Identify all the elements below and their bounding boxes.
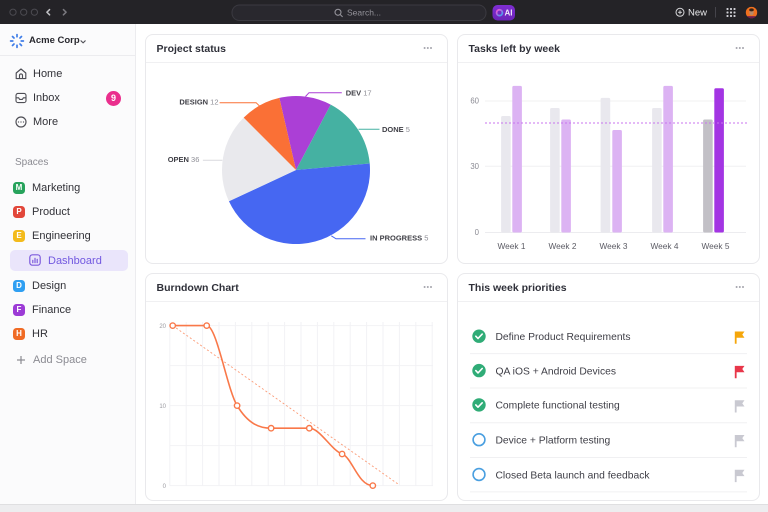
svg-text:DEV 17: DEV 17 <box>346 89 372 98</box>
svg-text:QA iOS + Android Devices: QA iOS + Android Devices <box>496 366 616 377</box>
svg-text:AI: AI <box>505 9 513 18</box>
svg-text:OPEN 36: OPEN 36 <box>168 155 200 164</box>
svg-text:DONE 5: DONE 5 <box>382 125 410 134</box>
svg-text:Week 5: Week 5 <box>702 241 730 251</box>
svg-text:Search...: Search... <box>347 8 381 18</box>
svg-text:Week 2: Week 2 <box>549 241 577 251</box>
svg-text:60: 60 <box>470 97 479 106</box>
svg-text:Device + Platform testing: Device + Platform testing <box>496 436 611 447</box>
svg-text:Define Product Requirements: Define Product Requirements <box>496 332 631 343</box>
svg-text:0: 0 <box>163 484 167 490</box>
svg-text:10: 10 <box>159 404 166 410</box>
svg-text:New: New <box>688 8 707 19</box>
svg-text:0: 0 <box>475 228 480 237</box>
svg-text:20: 20 <box>159 324 166 330</box>
svg-text:DESIGN 12: DESIGN 12 <box>179 98 218 107</box>
svg-text:Week 3: Week 3 <box>600 241 628 251</box>
svg-text:Week 1: Week 1 <box>498 241 526 251</box>
svg-text:Week 4: Week 4 <box>651 241 679 251</box>
svg-text:Complete functional testing: Complete functional testing <box>496 401 620 412</box>
svg-text:Closed Beta launch and feedbac: Closed Beta launch and feedback <box>496 470 651 481</box>
svg-text:30: 30 <box>470 162 479 171</box>
svg-text:IN PROGRESS 5: IN PROGRESS 5 <box>370 233 428 242</box>
